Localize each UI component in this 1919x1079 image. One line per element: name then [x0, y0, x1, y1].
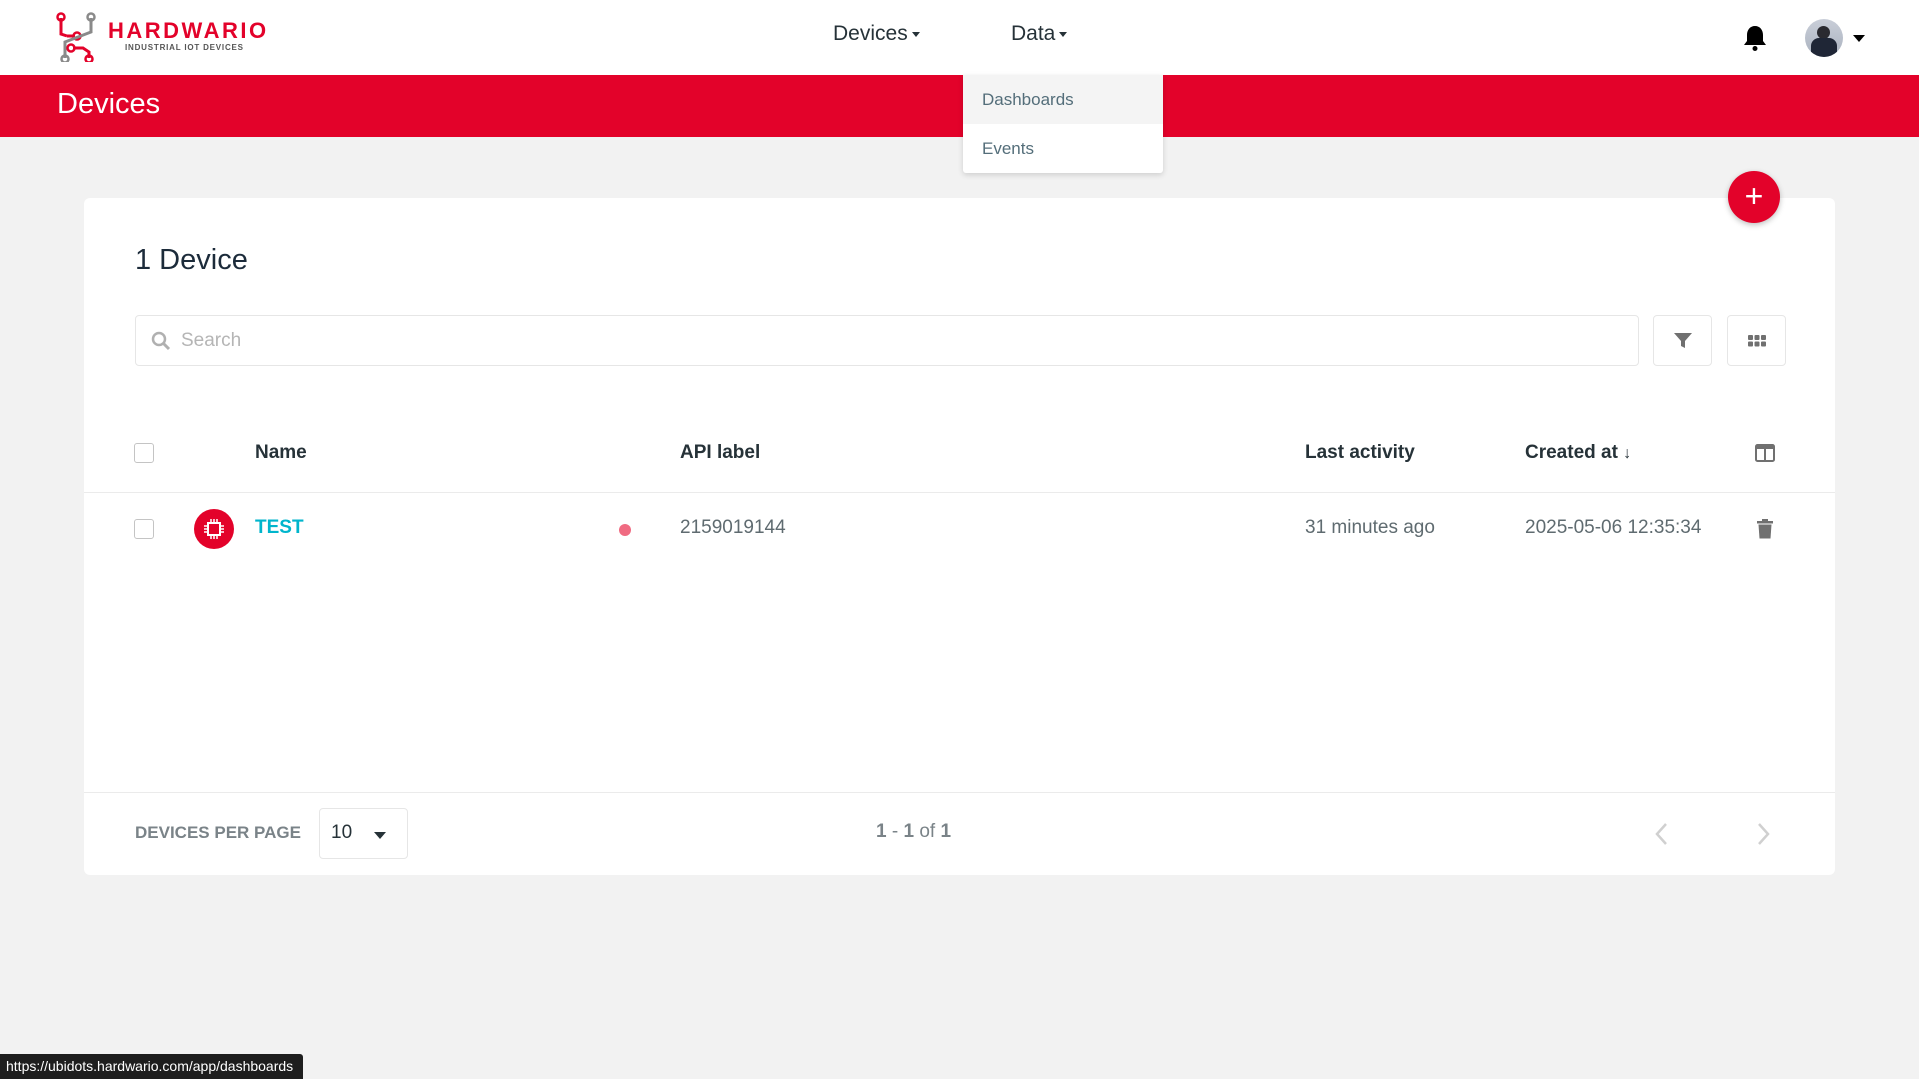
logo-mark-icon [56, 12, 96, 64]
status-bar-url: https://ubidots.hardwario.com/app/dashbo… [0, 1054, 304, 1079]
filter-icon [1673, 332, 1692, 348]
created-at-label: Created at [1525, 442, 1618, 463]
grid-icon [1747, 334, 1766, 346]
column-header-created-at[interactable]: Created at ↓ [1525, 442, 1631, 464]
device-name-link[interactable]: TEST [255, 517, 304, 538]
filter-button[interactable] [1653, 315, 1712, 366]
row-checkbox[interactable] [134, 519, 154, 539]
pagination-range: 1 - 1 of 1 [876, 821, 951, 843]
footer-divider [84, 792, 1835, 793]
view-options-button[interactable] [1727, 315, 1786, 366]
range-sep: - [886, 821, 904, 842]
per-page-value: 10 [331, 822, 353, 843]
device-count-title: 1 Device [135, 244, 248, 276]
device-api-label: 2159019144 [680, 517, 786, 538]
menu-item-dashboards[interactable]: Dashboards [963, 75, 1163, 124]
range-end: 1 [903, 821, 915, 842]
search-input[interactable]: Search [135, 315, 1639, 366]
row-divider [84, 492, 1835, 493]
nav-data-label: Data [1011, 22, 1056, 45]
brand-name: HARDWARIO [108, 18, 269, 43]
column-header-name[interactable]: Name [255, 442, 307, 463]
column-header-api-label[interactable]: API label [680, 442, 761, 463]
sort-arrow-down-icon: ↓ [1623, 445, 1632, 462]
next-page-chevron-icon[interactable] [1757, 822, 1771, 846]
data-dropdown-menu: Dashboards Events [963, 75, 1163, 173]
page-title-bar: Devices [0, 75, 1919, 137]
trash-icon[interactable] [1757, 519, 1773, 539]
prev-page-chevron-icon[interactable] [1654, 822, 1668, 846]
bell-icon[interactable] [1743, 24, 1767, 57]
devices-card: 1 Device Search Name API label Last acti… [84, 198, 1835, 875]
user-menu-caret-icon[interactable] [1853, 35, 1865, 42]
table-row[interactable]: TEST 2159019144 31 minutes ago 2025-05-0… [84, 493, 1835, 573]
caret-down-icon [911, 31, 920, 37]
nav-devices[interactable]: Devices [833, 22, 920, 46]
per-page-label: DEVICES PER PAGE [135, 823, 301, 842]
device-chip-icon [194, 509, 234, 549]
status-dot [619, 524, 631, 536]
caret-down-icon [1059, 31, 1068, 37]
columns-icon[interactable] [1755, 444, 1775, 462]
range-of: of [914, 821, 941, 842]
add-device-button[interactable]: + [1728, 171, 1780, 223]
device-last-activity: 31 minutes ago [1305, 517, 1435, 538]
range-total: 1 [940, 821, 952, 842]
device-created-at: 2025-05-06 12:35:34 [1525, 517, 1702, 538]
menu-item-events[interactable]: Events [982, 139, 1034, 158]
range-start: 1 [876, 821, 887, 842]
search-icon [151, 331, 171, 351]
brand-tagline: INDUSTRIAL IOT DEVICES [125, 43, 244, 52]
per-page-select[interactable]: 10 [319, 808, 408, 859]
nav-devices-label: Devices [833, 22, 908, 45]
nav-data[interactable]: Data [1011, 22, 1068, 46]
select-all-checkbox[interactable] [134, 443, 154, 463]
chevron-down-icon [374, 832, 386, 839]
top-header: HARDWARIO INDUSTRIAL IOT DEVICES Devices… [0, 0, 1919, 75]
user-avatar[interactable] [1805, 19, 1843, 57]
column-header-last-activity[interactable]: Last activity [1305, 442, 1415, 463]
search-placeholder: Search [181, 330, 242, 351]
page-title: Devices [57, 88, 161, 120]
hardwario-logo[interactable]: HARDWARIO INDUSTRIAL IOT DEVICES [55, 12, 266, 67]
